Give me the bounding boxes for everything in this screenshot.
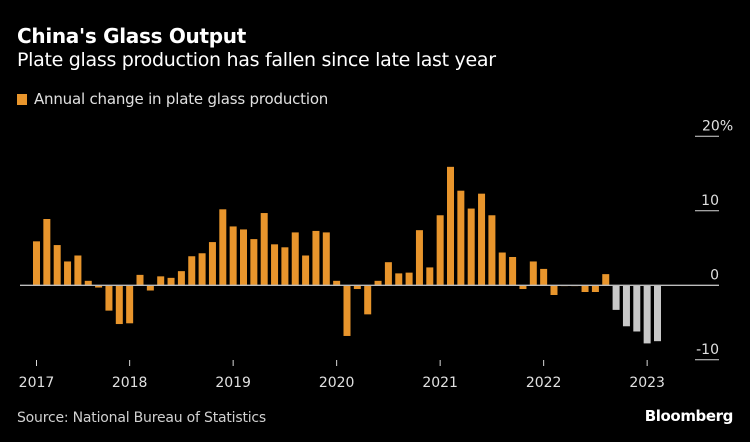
bar	[467, 208, 475, 286]
bar	[198, 253, 206, 286]
legend-swatch	[17, 93, 27, 105]
bar	[509, 256, 517, 286]
chart-subtitle: Plate glass production has fallen since …	[17, 49, 496, 71]
bar	[447, 166, 454, 286]
y-tick-label: 20%	[702, 118, 733, 134]
bar	[415, 230, 423, 286]
chart-title: China's Glass Output	[17, 24, 246, 48]
bar	[302, 255, 310, 286]
bar	[622, 285, 630, 327]
bar	[395, 273, 403, 286]
x-tick-label: 2020	[319, 375, 355, 391]
bar	[612, 285, 620, 310]
source-note: Source: National Bureau of Statistics	[17, 410, 267, 426]
bar	[436, 215, 444, 286]
x-tick-label: 2022	[526, 375, 562, 391]
bar	[126, 285, 134, 324]
bar	[64, 261, 72, 286]
bar	[84, 280, 92, 286]
bar	[167, 277, 175, 286]
bar	[364, 285, 372, 315]
bar	[426, 267, 434, 286]
bar	[643, 285, 651, 344]
bar	[136, 274, 144, 286]
bar	[498, 252, 506, 286]
bar	[146, 285, 154, 291]
bar	[405, 272, 413, 286]
x-tick-label: 2019	[215, 375, 251, 391]
bar	[219, 209, 227, 286]
bar	[33, 241, 40, 286]
bar	[550, 285, 558, 295]
bar	[291, 232, 299, 286]
bar	[74, 255, 82, 286]
bar	[43, 219, 51, 286]
x-axis: 2017 2018 2019 2020 2021 2022 2023	[19, 360, 665, 391]
bar	[157, 276, 165, 286]
bar	[271, 244, 279, 286]
x-tick-label: 2017	[19, 375, 55, 391]
bar	[633, 285, 641, 332]
bar	[250, 239, 258, 286]
bar	[95, 285, 103, 288]
bar	[229, 226, 237, 286]
bar	[343, 285, 351, 336]
bar	[488, 215, 496, 286]
x-tick-label: 2021	[422, 375, 458, 391]
bar	[322, 232, 330, 286]
legend-label: Annual change in plate glass production	[34, 90, 329, 108]
y-tick-label: 0	[710, 267, 719, 283]
bar	[581, 285, 589, 292]
bar	[105, 285, 113, 311]
bar	[240, 229, 247, 286]
bar	[312, 230, 320, 286]
bar	[353, 285, 361, 290]
bar	[374, 280, 382, 286]
bar	[519, 285, 527, 290]
x-tick-label: 2018	[112, 375, 148, 391]
bar	[591, 285, 599, 292]
legend: Annual change in plate glass production	[17, 90, 328, 108]
bar	[177, 271, 185, 286]
bar	[53, 245, 61, 286]
y-axis: 20% 10 0 -10	[695, 118, 733, 361]
bar	[602, 274, 610, 286]
bar	[115, 285, 123, 325]
bar	[208, 242, 216, 286]
bar	[384, 262, 392, 286]
bar	[260, 213, 268, 286]
bar	[281, 247, 289, 286]
bars-group	[33, 166, 661, 344]
bar	[540, 268, 548, 286]
y-tick-label: 10	[701, 193, 719, 209]
bar	[654, 285, 661, 342]
bar	[188, 256, 196, 286]
y-tick-label: -10	[696, 342, 719, 358]
x-tick-label: 2023	[629, 375, 665, 391]
bloomberg-logo: Bloomberg	[644, 407, 734, 425]
bar	[529, 261, 537, 286]
bar	[478, 193, 486, 286]
bar	[457, 190, 465, 286]
bar	[333, 280, 341, 286]
